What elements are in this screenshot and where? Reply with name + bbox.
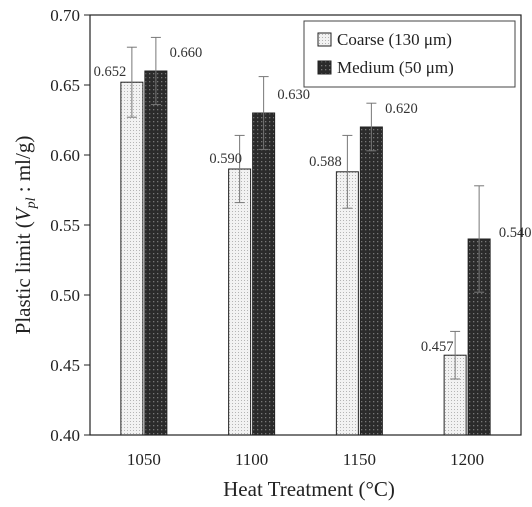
data-labels: 0.652 0.660 0.590 0.630 0.588 0.620 0.457 0.540: [94, 45, 532, 355]
data-label-medium-1050: 0.660: [170, 45, 203, 61]
legend-box: [303, 20, 516, 88]
y-tick-label: 0.40: [50, 426, 80, 445]
y-axis-title-subscript: pl: [24, 197, 39, 209]
svg-text:Plastic limit (Vpl : ml/g): Plastic limit (Vpl : ml/g): [11, 136, 39, 335]
data-label-coarse-1100: 0.590: [209, 151, 242, 167]
x-tick-label: 1100: [235, 450, 268, 469]
y-tick-label: 0.45: [50, 356, 80, 375]
x-axis-title: Heat Treatment (°C): [223, 477, 395, 501]
data-label-medium-1100: 0.630: [277, 87, 310, 103]
y-axis-title-symbol: V: [11, 206, 35, 221]
y-axis-title: Plastic limit (Vpl : ml/g): [11, 136, 39, 335]
y-tick-label: 0.70: [50, 6, 80, 25]
x-tick-label: 1150: [343, 450, 376, 469]
x-axis-ticks: 1050 1100 1150 1200: [127, 450, 484, 469]
error-bar-medium-1100: [258, 76, 269, 150]
y-tick-label: 0.65: [50, 76, 80, 95]
y-axis-title-unit: : ml/g): [11, 136, 35, 198]
error-bar-coarse-1100: [234, 134, 245, 204]
bar-coarse-1050: [120, 81, 144, 436]
error-bar-coarse-1150: [342, 134, 353, 209]
y-axis-ticks: 0.40 0.45 0.50 0.55 0.60 0.65 0.70: [50, 6, 90, 445]
error-bar-coarse-1050: [126, 46, 137, 118]
y-axis-title-main: Plastic limit (: [11, 221, 35, 334]
y-tick-label: 0.55: [50, 216, 80, 235]
data-label-coarse-1200: 0.457: [421, 339, 454, 355]
error-bar-coarse-1200: [450, 330, 461, 380]
legend-swatch-medium: [317, 60, 332, 75]
data-label-medium-1150: 0.620: [385, 101, 418, 117]
x-tick-label: 1200: [450, 450, 484, 469]
bar-medium-1050: [144, 70, 168, 436]
error-bar-medium-1150: [366, 102, 377, 152]
legend-swatch-coarse: [317, 32, 332, 47]
error-bar-medium-1050: [150, 36, 161, 106]
legend: Coarse (130 μm) Medium (50 μm): [303, 20, 516, 88]
bar-coarse-1100: [228, 168, 252, 436]
bars: [120, 70, 491, 436]
error-bar-medium-1200: [474, 185, 485, 293]
data-label-coarse-1050: 0.652: [94, 64, 127, 80]
data-label-medium-1200: 0.540: [499, 225, 532, 241]
y-tick-label: 0.60: [50, 146, 80, 165]
bar-medium-1100: [252, 112, 276, 436]
y-tick-label: 0.50: [50, 286, 80, 305]
bar-medium-1150: [359, 126, 383, 436]
plot-frame: [89, 14, 522, 436]
data-label-coarse-1150: 0.588: [309, 154, 342, 170]
legend-label-medium: Medium (50 μm): [337, 58, 454, 77]
error-bars: [126, 36, 485, 380]
x-tick-label: 1050: [127, 450, 161, 469]
legend-label-coarse: Coarse (130 μm): [337, 30, 452, 49]
bar-coarse-1150: [335, 171, 359, 436]
